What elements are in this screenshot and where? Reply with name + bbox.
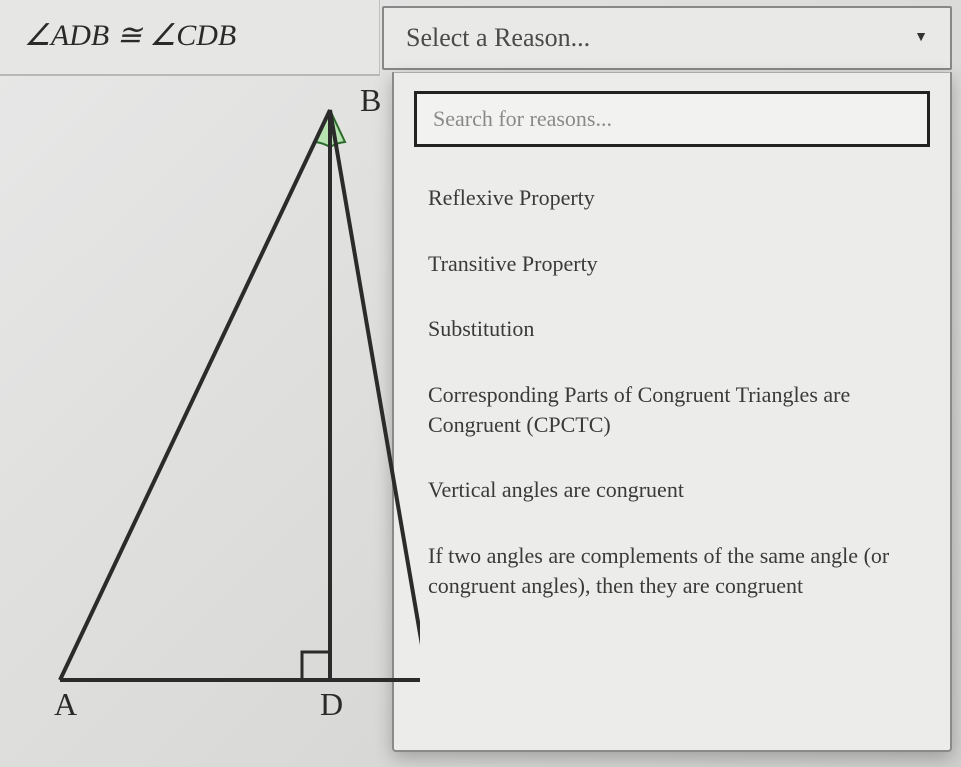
reason-option[interactable]: Substitution: [414, 296, 930, 362]
reason-search-input[interactable]: [414, 91, 930, 147]
reason-select[interactable]: Select a Reason... ▼: [382, 6, 952, 70]
reason-option[interactable]: Reflexive Property: [414, 165, 930, 231]
vertex-label-b: B: [360, 82, 381, 119]
reason-option[interactable]: If two angles are complements of the sam…: [414, 523, 930, 618]
right-angle-marker: [302, 652, 330, 680]
reason-option[interactable]: Vertical angles are congruent: [414, 457, 930, 523]
statement-text: ∠ADB ≅ ∠CDB: [24, 19, 236, 52]
vertex-label-a: A: [54, 686, 77, 723]
statement-cell: ∠ADB ≅ ∠CDB: [0, 0, 380, 76]
main-panel: ∠ADB ≅ ∠CDB Select a Reason... ▼ Reflexi…: [0, 0, 961, 767]
vertex-label-d: D: [320, 686, 343, 723]
reason-dropdown-panel: Reflexive Property Transitive Property S…: [392, 72, 952, 752]
reason-options-list: Reflexive Property Transitive Property S…: [414, 165, 930, 619]
triangle-svg: [40, 80, 420, 740]
reason-select-placeholder: Select a Reason...: [406, 23, 590, 53]
triangle-diagram: A B D: [40, 80, 420, 740]
reason-option[interactable]: Corresponding Parts of Congruent Triangl…: [414, 362, 930, 457]
side-ab: [60, 110, 330, 680]
reason-option[interactable]: Transitive Property: [414, 231, 930, 297]
chevron-down-icon: ▼: [914, 30, 928, 46]
side-bc: [330, 110, 420, 680]
